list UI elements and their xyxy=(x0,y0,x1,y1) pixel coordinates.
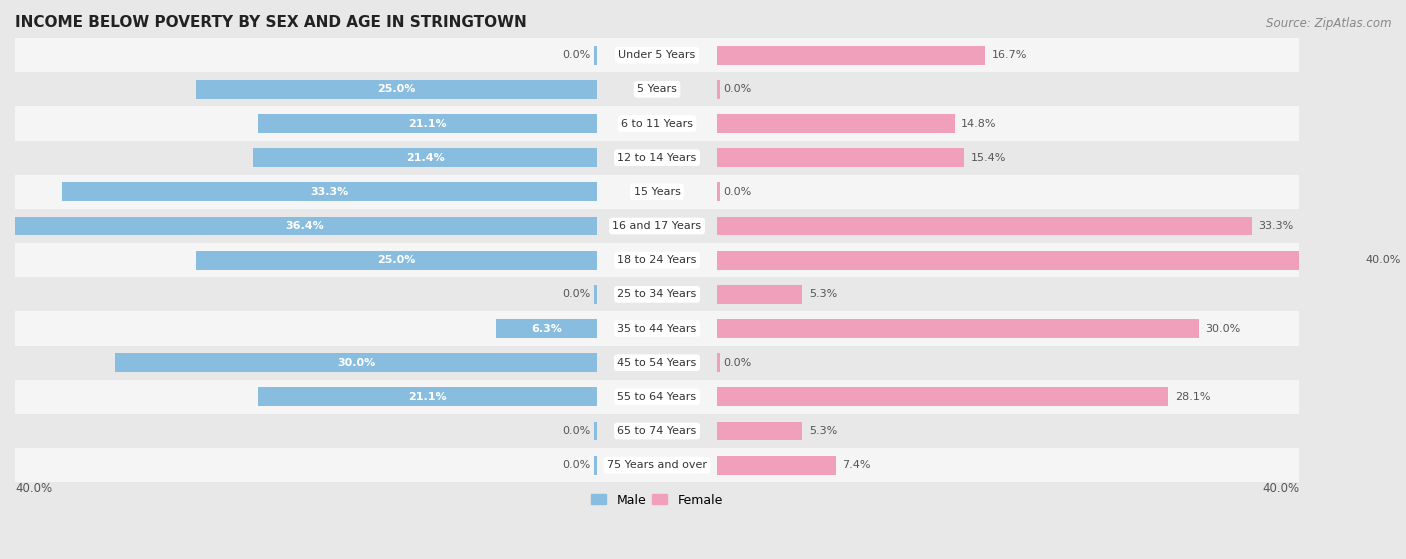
Text: 6.3%: 6.3% xyxy=(531,324,562,334)
Text: 65 to 74 Years: 65 to 74 Years xyxy=(617,426,697,436)
Text: 21.1%: 21.1% xyxy=(408,119,447,129)
Bar xyxy=(717,182,720,201)
Text: 33.3%: 33.3% xyxy=(1258,221,1294,231)
Text: 25.0%: 25.0% xyxy=(377,255,415,265)
Text: 18 to 24 Years: 18 to 24 Years xyxy=(617,255,697,265)
Text: 55 to 64 Years: 55 to 64 Years xyxy=(617,392,696,402)
Text: 36.4%: 36.4% xyxy=(285,221,325,231)
Bar xyxy=(15,38,1299,72)
Text: 35 to 44 Years: 35 to 44 Years xyxy=(617,324,697,334)
Text: 5 Years: 5 Years xyxy=(637,84,676,94)
Bar xyxy=(595,46,598,65)
Text: 7.4%: 7.4% xyxy=(842,460,870,470)
Text: 30.0%: 30.0% xyxy=(1205,324,1240,334)
Text: 0.0%: 0.0% xyxy=(562,426,591,436)
Text: 5.3%: 5.3% xyxy=(808,426,837,436)
Bar xyxy=(15,448,1299,482)
Bar xyxy=(717,319,1199,338)
Text: 21.4%: 21.4% xyxy=(406,153,444,163)
Text: 25.0%: 25.0% xyxy=(377,84,415,94)
Text: 14.8%: 14.8% xyxy=(962,119,997,129)
Text: 25 to 34 Years: 25 to 34 Years xyxy=(617,290,697,300)
Text: 0.0%: 0.0% xyxy=(724,84,752,94)
Text: 16.7%: 16.7% xyxy=(991,50,1028,60)
Text: 40.0%: 40.0% xyxy=(1263,482,1299,495)
Legend: Male, Female: Male, Female xyxy=(586,489,728,511)
Text: Under 5 Years: Under 5 Years xyxy=(619,50,696,60)
Bar xyxy=(717,456,837,475)
Bar xyxy=(717,46,986,65)
Bar xyxy=(259,114,598,133)
Bar xyxy=(717,353,720,372)
Bar xyxy=(595,421,598,440)
Bar xyxy=(717,114,955,133)
Text: 45 to 54 Years: 45 to 54 Years xyxy=(617,358,697,368)
Text: 5.3%: 5.3% xyxy=(808,290,837,300)
Text: 21.1%: 21.1% xyxy=(408,392,447,402)
Bar xyxy=(195,251,598,269)
Bar xyxy=(717,387,1168,406)
Bar xyxy=(15,311,1299,345)
Bar xyxy=(15,106,1299,141)
Bar xyxy=(717,80,720,99)
Bar xyxy=(595,285,598,304)
Bar xyxy=(717,421,803,440)
Bar xyxy=(15,277,1299,311)
Bar xyxy=(717,251,1360,269)
Text: 0.0%: 0.0% xyxy=(724,187,752,197)
Bar xyxy=(195,80,598,99)
Text: 0.0%: 0.0% xyxy=(724,358,752,368)
Text: 6 to 11 Years: 6 to 11 Years xyxy=(621,119,693,129)
Bar xyxy=(15,175,1299,209)
Bar xyxy=(62,182,598,201)
Bar xyxy=(15,414,1299,448)
Text: 30.0%: 30.0% xyxy=(337,358,375,368)
Bar xyxy=(15,345,1299,380)
Text: INCOME BELOW POVERTY BY SEX AND AGE IN STRINGTOWN: INCOME BELOW POVERTY BY SEX AND AGE IN S… xyxy=(15,15,527,30)
Bar xyxy=(595,456,598,475)
Bar xyxy=(717,285,803,304)
Bar xyxy=(15,243,1299,277)
Text: 12 to 14 Years: 12 to 14 Years xyxy=(617,153,697,163)
Text: 40.0%: 40.0% xyxy=(1365,255,1402,265)
Bar xyxy=(253,148,598,167)
Bar xyxy=(717,217,1251,235)
Bar xyxy=(13,217,598,235)
Bar xyxy=(115,353,598,372)
Bar xyxy=(15,380,1299,414)
Bar xyxy=(259,387,598,406)
Bar xyxy=(15,209,1299,243)
Text: 16 and 17 Years: 16 and 17 Years xyxy=(613,221,702,231)
Text: 0.0%: 0.0% xyxy=(562,460,591,470)
Text: 40.0%: 40.0% xyxy=(15,482,52,495)
Text: 75 Years and over: 75 Years and over xyxy=(607,460,707,470)
Text: 0.0%: 0.0% xyxy=(562,290,591,300)
Text: 33.3%: 33.3% xyxy=(311,187,349,197)
Text: 15.4%: 15.4% xyxy=(972,153,1007,163)
Bar xyxy=(15,141,1299,175)
Text: Source: ZipAtlas.com: Source: ZipAtlas.com xyxy=(1267,17,1392,30)
Text: 15 Years: 15 Years xyxy=(634,187,681,197)
Text: 28.1%: 28.1% xyxy=(1174,392,1211,402)
Bar xyxy=(496,319,598,338)
Bar xyxy=(717,148,965,167)
Text: 0.0%: 0.0% xyxy=(562,50,591,60)
Bar xyxy=(15,72,1299,106)
